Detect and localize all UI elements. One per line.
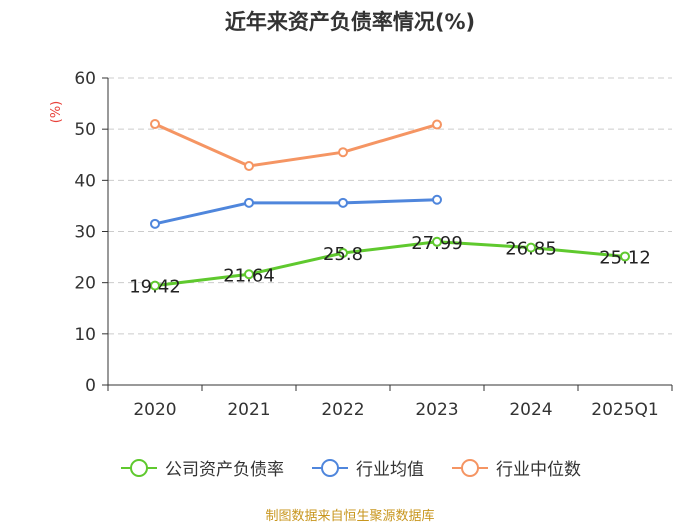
legend-item-1[interactable]: 行业均值 — [310, 455, 424, 480]
legend-label: 行业中位数 — [496, 460, 581, 480]
y-tick-label: 10 — [74, 325, 96, 345]
legend-marker-icon — [312, 458, 348, 477]
data-label: 19.42 — [129, 277, 181, 298]
series-line-2 — [154, 122, 438, 168]
x-tick-label: 2020 — [133, 400, 176, 420]
x-tick-label: 2023 — [415, 400, 458, 420]
y-axis-label: (%) — [49, 101, 64, 124]
data-point — [244, 161, 254, 172]
y-tick-label: 50 — [74, 120, 96, 140]
data-point — [338, 247, 348, 258]
x-tick-label: 2024 — [509, 400, 552, 420]
data-label: 26.85 — [505, 239, 557, 260]
legend-marker-icon — [452, 458, 488, 477]
data-point — [432, 194, 442, 205]
x-tick-label: 2022 — [321, 400, 364, 420]
legend-label: 行业均值 — [356, 460, 424, 480]
chart-legend: 公司资产负债率 行业均值 行业中位数 — [0, 455, 700, 480]
data-point — [150, 218, 160, 229]
data-point — [150, 119, 160, 130]
data-point — [338, 197, 348, 208]
y-tick-label: 60 — [74, 69, 96, 89]
data-label: 25.12 — [599, 247, 651, 268]
series-line-1 — [154, 198, 438, 226]
data-label: 25.8 — [323, 244, 363, 265]
legend-item-0[interactable]: 公司资产负债率 — [119, 455, 284, 480]
data-point — [432, 119, 442, 130]
source-note: 制图数据来自恒生聚源数据库 — [265, 509, 435, 524]
data-point — [244, 197, 254, 208]
legend-label: 公司资产负债率 — [165, 460, 284, 480]
data-label: 21.64 — [223, 265, 275, 286]
y-tick-label: 40 — [74, 171, 96, 191]
data-point — [526, 242, 536, 253]
data-point — [150, 280, 160, 291]
y-tick-label: 0 — [85, 376, 96, 396]
data-point — [338, 147, 348, 158]
data-point — [620, 251, 630, 262]
series-line-0 — [154, 240, 626, 288]
data-point — [432, 236, 442, 247]
x-tick-label: 2021 — [227, 400, 270, 420]
x-tick-label: 2025Q1 — [591, 400, 658, 420]
data-point — [244, 269, 254, 280]
data-label: 27.99 — [411, 233, 463, 254]
legend-item-2[interactable]: 行业中位数 — [450, 455, 581, 480]
y-tick-label: 30 — [74, 223, 96, 243]
y-tick-label: 20 — [74, 274, 96, 294]
legend-marker-icon — [121, 458, 157, 477]
chart-title: 近年来资产负债率情况(%) — [224, 10, 476, 34]
